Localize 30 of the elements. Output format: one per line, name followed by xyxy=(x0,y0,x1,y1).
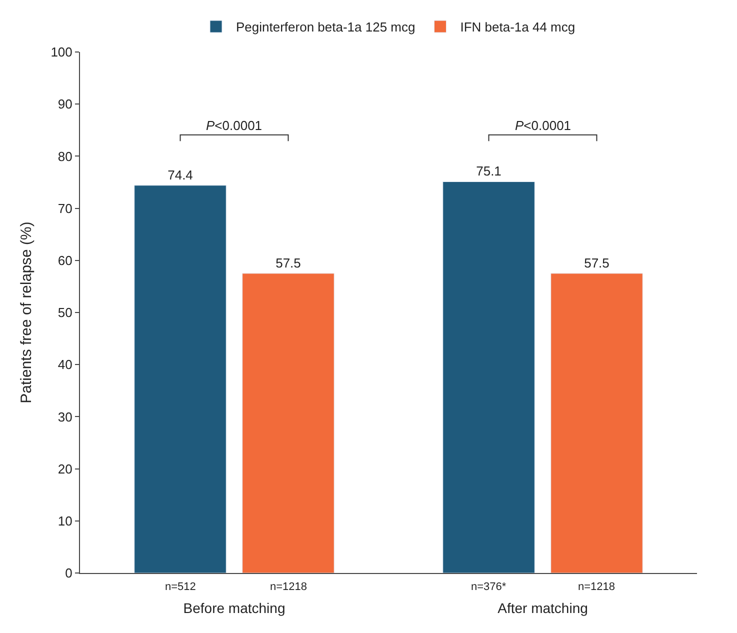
x-tick-label: After matching xyxy=(498,600,588,616)
y-tick-label: 100 xyxy=(50,44,72,60)
y-tick-label: 60 xyxy=(58,252,72,268)
y-tick-label: 40 xyxy=(58,357,72,372)
y-tick-label: 0 xyxy=(65,566,72,581)
text: n=512 xyxy=(165,581,196,593)
text: n=376* xyxy=(471,581,507,593)
y-tick-label: 70 xyxy=(58,200,72,216)
legend-label: Peginterferon beta-1a 125 mcg xyxy=(236,20,416,35)
y-tick-label: 20 xyxy=(58,461,72,476)
data-label: 75.1 xyxy=(476,164,502,179)
y-tick-label: 90 xyxy=(58,96,72,112)
bar xyxy=(550,273,643,573)
annotation: P<0.0001 xyxy=(206,118,262,133)
y-tick-label: 10 xyxy=(58,513,72,528)
y-tick-label: 80 xyxy=(58,148,72,164)
bar xyxy=(442,181,535,573)
y-tick-label: 50 xyxy=(58,305,72,320)
bar xyxy=(134,185,226,573)
y-tick-label: 30 xyxy=(58,409,72,424)
x-tick-label: Before matching xyxy=(183,600,286,616)
text: n=1218 xyxy=(270,581,308,593)
annotation: P<0.0001 xyxy=(515,118,572,133)
text: n=1218 xyxy=(578,581,616,593)
data-label: 57.5 xyxy=(584,255,610,270)
legend-label: IFN beta-1a 44 mcg xyxy=(460,20,576,35)
y-axis-title: Patients free of relapse (%) xyxy=(18,222,35,404)
bar xyxy=(242,273,334,573)
data-label: 57.5 xyxy=(276,255,301,270)
data-label: 74.4 xyxy=(168,167,193,182)
